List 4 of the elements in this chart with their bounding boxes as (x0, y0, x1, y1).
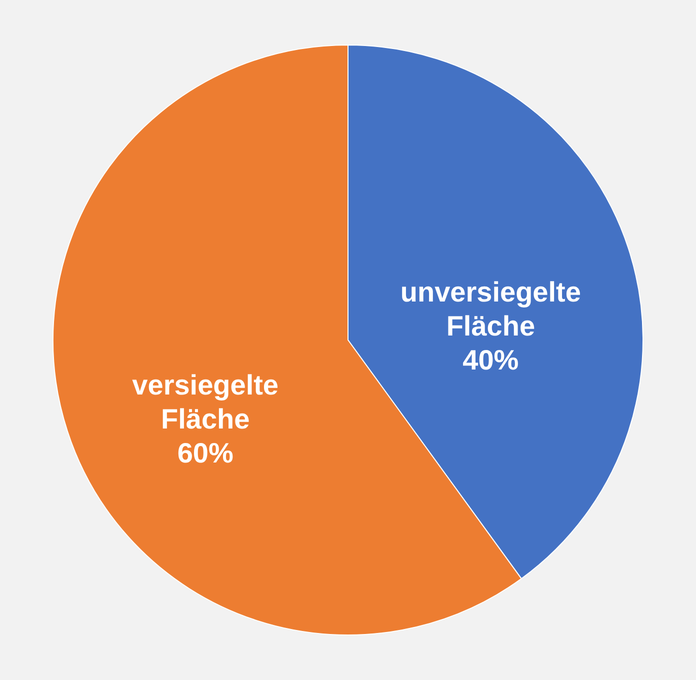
slice-label: unversiegelte Fläche (400, 276, 581, 342)
slice-label: versiegelte Fläche (132, 369, 279, 434)
data-label: 40% (462, 344, 519, 376)
data-label: 60% (177, 437, 234, 468)
